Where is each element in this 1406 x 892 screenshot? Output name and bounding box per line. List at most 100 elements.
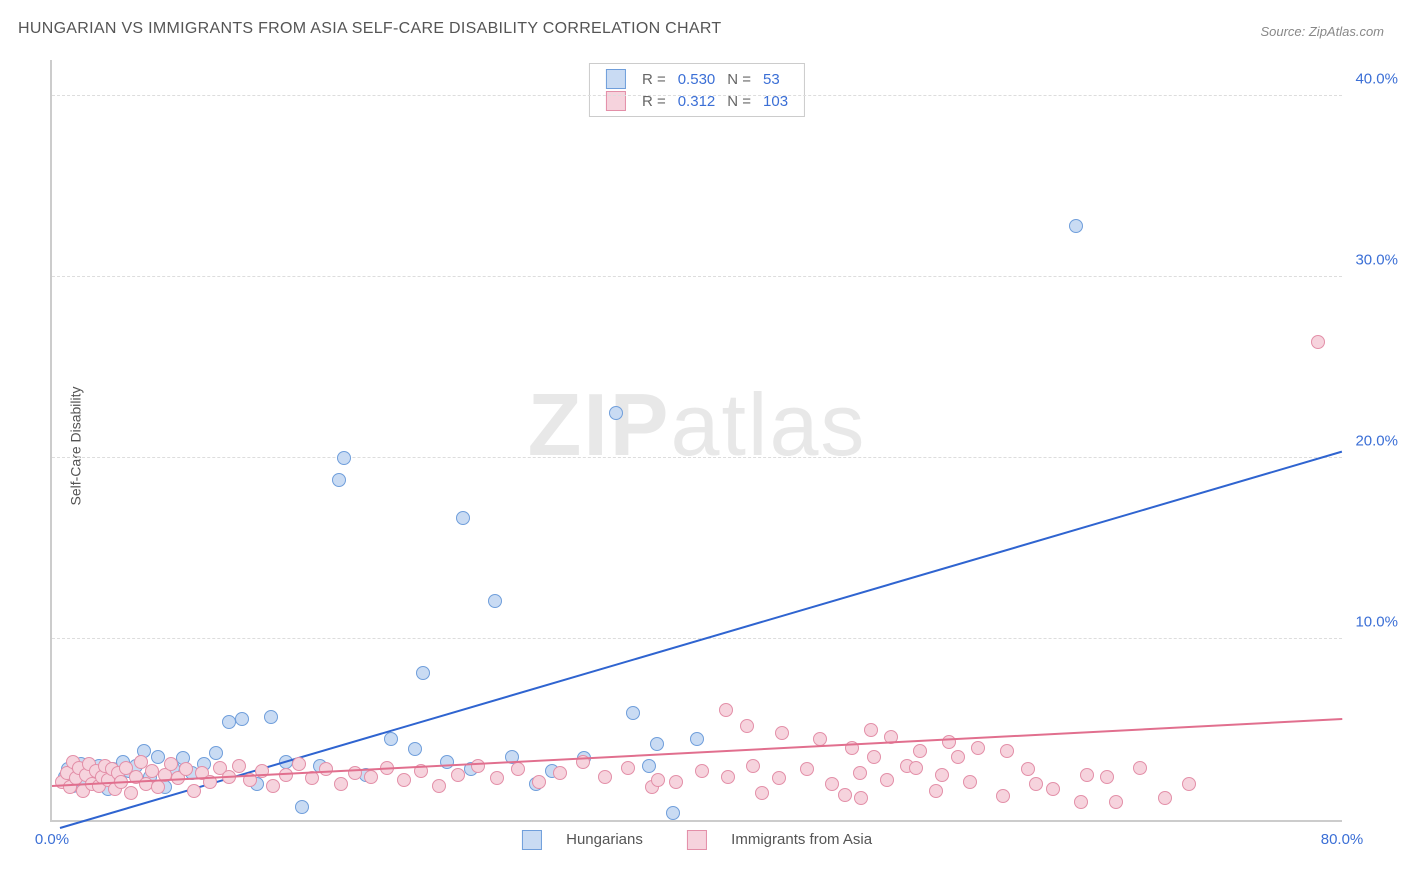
scatter-point-immigrants_asia [1100,770,1114,784]
scatter-point-immigrants_asia [532,775,546,789]
scatter-point-immigrants_asia [266,779,280,793]
correlation-legend: R = 0.530 N = 53 R = 0.312 N = 103 [589,63,805,117]
scatter-point-hungarians [332,473,346,487]
swatch-immigrants-bottom [687,830,707,850]
legend-row-hungarians: R = 0.530 N = 53 [600,68,794,90]
scatter-point-immigrants_asia [151,780,165,794]
scatter-point-hungarians [151,750,165,764]
scatter-point-immigrants_asia [187,784,201,798]
scatter-point-hungarians [222,715,236,729]
scatter-point-immigrants_asia [971,741,985,755]
scatter-point-hungarians [609,406,623,420]
scatter-point-immigrants_asia [621,761,635,775]
scatter-point-immigrants_asia [319,762,333,776]
scatter-point-hungarians [642,759,656,773]
watermark: ZIPatlas [528,374,867,476]
scatter-point-hungarians [337,451,351,465]
scatter-point-immigrants_asia [740,719,754,733]
scatter-point-immigrants_asia [490,771,504,785]
scatter-point-hungarians [235,712,249,726]
scatter-point-immigrants_asia [772,771,786,785]
gridline [52,276,1342,277]
scatter-point-immigrants_asia [432,779,446,793]
scatter-point-immigrants_asia [124,786,138,800]
y-tick-label: 30.0% [1355,252,1398,269]
scatter-point-immigrants_asia [669,775,683,789]
scatter-point-immigrants_asia [1046,782,1060,796]
scatter-point-immigrants_asia [1133,761,1147,775]
scatter-point-immigrants_asia [775,726,789,740]
scatter-point-immigrants_asia [1080,768,1094,782]
scatter-point-hungarians [1069,219,1083,233]
scatter-point-hungarians [456,511,470,525]
scatter-point-immigrants_asia [179,762,193,776]
gridline [52,457,1342,458]
scatter-point-immigrants_asia [145,764,159,778]
swatch-hungarians-bottom [522,830,542,850]
scatter-point-immigrants_asia [232,759,246,773]
scatter-point-hungarians [209,746,223,760]
scatter-point-hungarians [416,666,430,680]
y-tick-label: 20.0% [1355,433,1398,450]
scatter-point-immigrants_asia [292,757,306,771]
scatter-point-immigrants_asia [909,761,923,775]
y-tick-label: 10.0% [1355,614,1398,631]
x-tick-label: 0.0% [35,831,69,848]
scatter-point-immigrants_asia [813,732,827,746]
scatter-point-immigrants_asia [1109,795,1123,809]
scatter-point-immigrants_asia [838,788,852,802]
scatter-point-immigrants_asia [963,775,977,789]
swatch-immigrants [606,91,626,111]
chart-title: HUNGARIAN VS IMMIGRANTS FROM ASIA SELF-C… [18,20,722,38]
scatter-point-immigrants_asia [755,786,769,800]
scatter-point-immigrants_asia [935,768,949,782]
scatter-point-immigrants_asia [451,768,465,782]
scatter-point-hungarians [666,806,680,820]
scatter-point-immigrants_asia [1311,335,1325,349]
y-tick-label: 40.0% [1355,71,1398,88]
x-tick-label: 80.0% [1321,831,1364,848]
scatter-point-hungarians [408,742,422,756]
scatter-point-immigrants_asia [800,762,814,776]
scatter-point-immigrants_asia [951,750,965,764]
series-label-immigrants: Immigrants from Asia [731,831,872,848]
scatter-point-immigrants_asia [996,789,1010,803]
source-attribution: Source: ZipAtlas.com [1260,24,1384,39]
scatter-point-immigrants_asia [471,759,485,773]
scatter-point-immigrants_asia [929,784,943,798]
scatter-point-immigrants_asia [1158,791,1172,805]
scatter-point-immigrants_asia [553,766,567,780]
scatter-point-immigrants_asia [164,757,178,771]
scatter-point-immigrants_asia [719,703,733,717]
scatter-point-immigrants_asia [1000,744,1014,758]
scatter-point-hungarians [650,737,664,751]
scatter-point-hungarians [295,800,309,814]
scatter-point-immigrants_asia [721,770,735,784]
scatter-point-hungarians [384,732,398,746]
scatter-point-immigrants_asia [651,773,665,787]
scatter-point-hungarians [264,710,278,724]
scatter-point-immigrants_asia [853,766,867,780]
scatter-point-immigrants_asia [825,777,839,791]
series-label-hungarians: Hungarians [566,831,643,848]
scatter-point-immigrants_asia [364,770,378,784]
scatter-point-immigrants_asia [511,762,525,776]
swatch-hungarians [606,69,626,89]
scatter-point-hungarians [440,755,454,769]
scatter-plot-area: ZIPatlas R = 0.530 N = 53 R = 0.312 N = … [50,60,1342,822]
scatter-point-immigrants_asia [1182,777,1196,791]
scatter-point-immigrants_asia [746,759,760,773]
scatter-point-hungarians [690,732,704,746]
scatter-point-immigrants_asia [913,744,927,758]
legend-row-immigrants: R = 0.312 N = 103 [600,90,794,112]
scatter-point-hungarians [626,706,640,720]
scatter-point-immigrants_asia [1074,795,1088,809]
series-legend: Hungarians Immigrants from Asia [502,830,892,850]
scatter-point-immigrants_asia [867,750,881,764]
scatter-point-immigrants_asia [397,773,411,787]
scatter-point-immigrants_asia [695,764,709,778]
scatter-point-hungarians [488,594,502,608]
scatter-point-immigrants_asia [334,777,348,791]
scatter-point-immigrants_asia [864,723,878,737]
scatter-point-immigrants_asia [1021,762,1035,776]
